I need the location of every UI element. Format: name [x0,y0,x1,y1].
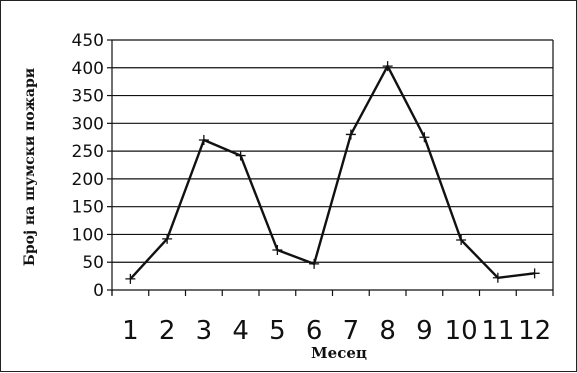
data-point-3 [198,135,209,145]
data-point-6 [309,258,320,269]
xtick-label-7: 7 [343,316,360,346]
data-point-8 [382,61,393,72]
y-axis-ticks: 0 50 100 150 200 250 300 350 400 450 [72,31,104,301]
data-point-5 [272,245,283,255]
data-point-9 [419,132,430,143]
y-axis-label: Број на шумски пожари [22,68,38,266]
ytick-label-350: 350 [72,87,104,107]
series-layer [125,61,540,284]
xtick-label-12: 12 [518,316,551,346]
xtick-label-9: 9 [416,316,433,346]
xtick-label-10: 10 [445,316,478,346]
data-point-10 [456,235,467,245]
xtick-label-2: 2 [159,316,176,346]
ytick-label-0: 0 [93,281,104,301]
ytick-label-100: 100 [72,225,104,245]
xtick-label-6: 6 [306,316,323,346]
xtick-label-8: 8 [379,316,396,346]
xtick-label-5: 5 [269,316,286,346]
xtick-label-4: 4 [232,316,249,346]
x-axis-ticks: 1 2 3 4 5 6 7 8 9 10 11 12 [122,316,551,346]
xtick-label-1: 1 [122,316,139,346]
ytick-label-50: 50 [82,253,104,273]
ytick-label-400: 400 [72,59,104,79]
ytick-label-200: 200 [72,170,104,190]
ytick-label-450: 450 [72,31,104,51]
series-line-0 [129,64,535,280]
ytick-label-300: 300 [72,114,104,134]
data-point-11 [492,272,503,283]
data-point-1 [125,273,136,284]
xtick-label-3: 3 [196,316,213,346]
data-point-12 [529,268,540,279]
data-point-7 [345,129,356,140]
ytick-label-250: 250 [72,142,104,162]
x-axis-label: Месец [311,344,367,362]
data-point-4 [235,150,246,161]
gridlines [107,39,554,296]
data-point-2 [162,233,173,244]
ytick-label-150: 150 [72,198,104,218]
xtick-label-11: 11 [481,316,514,346]
